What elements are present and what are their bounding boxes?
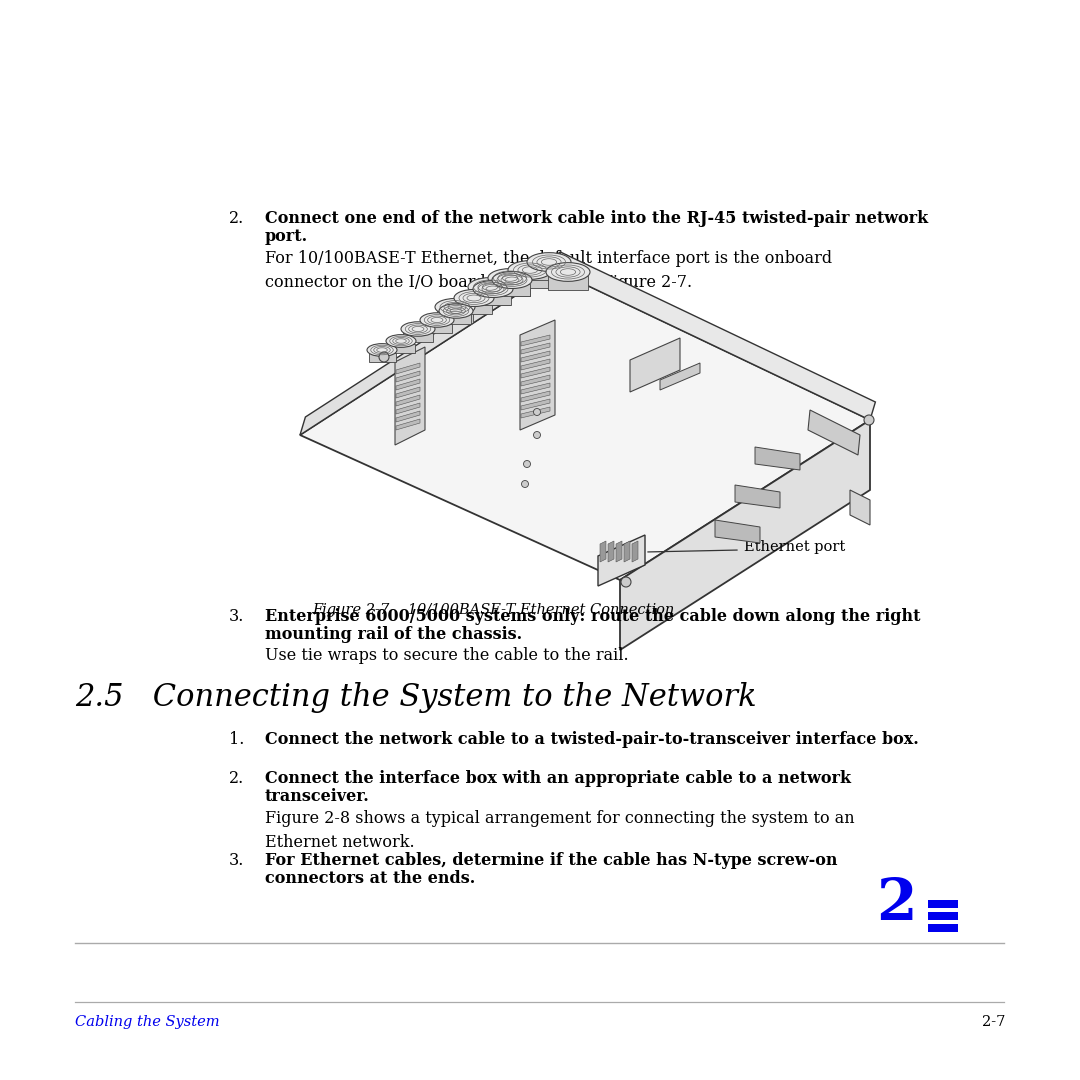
Text: 3.: 3. bbox=[229, 852, 244, 869]
Polygon shape bbox=[475, 293, 511, 305]
Circle shape bbox=[534, 408, 540, 416]
Text: transceiver.: transceiver. bbox=[265, 788, 369, 805]
Text: Connect the interface box with an appropriate cable to a network: Connect the interface box with an approp… bbox=[265, 770, 851, 787]
Ellipse shape bbox=[527, 253, 571, 271]
Polygon shape bbox=[437, 311, 473, 323]
Polygon shape bbox=[441, 314, 471, 324]
Ellipse shape bbox=[468, 278, 512, 296]
Polygon shape bbox=[521, 383, 550, 394]
Text: port.: port. bbox=[265, 228, 308, 245]
Polygon shape bbox=[396, 419, 420, 430]
Polygon shape bbox=[808, 410, 860, 455]
Ellipse shape bbox=[473, 281, 513, 297]
Text: Cabling the System: Cabling the System bbox=[75, 1015, 219, 1029]
Polygon shape bbox=[521, 407, 550, 418]
Polygon shape bbox=[300, 252, 561, 435]
Ellipse shape bbox=[488, 269, 532, 287]
Polygon shape bbox=[620, 420, 870, 650]
Circle shape bbox=[534, 432, 540, 438]
Text: 3.: 3. bbox=[229, 608, 244, 625]
Polygon shape bbox=[616, 541, 622, 562]
Polygon shape bbox=[529, 266, 569, 280]
Polygon shape bbox=[521, 391, 550, 402]
Polygon shape bbox=[396, 395, 420, 406]
Text: Ethernet port: Ethernet port bbox=[744, 540, 846, 554]
Polygon shape bbox=[521, 367, 550, 378]
Ellipse shape bbox=[454, 289, 494, 307]
Polygon shape bbox=[755, 447, 800, 470]
Bar bbox=[928, 900, 958, 908]
Polygon shape bbox=[630, 338, 680, 392]
Bar bbox=[928, 912, 958, 920]
Text: 2: 2 bbox=[876, 876, 917, 932]
Polygon shape bbox=[608, 541, 615, 562]
Polygon shape bbox=[632, 541, 638, 562]
Polygon shape bbox=[660, 363, 700, 390]
Polygon shape bbox=[521, 343, 550, 354]
Polygon shape bbox=[396, 379, 420, 390]
Polygon shape bbox=[396, 363, 420, 374]
Text: Use tie wraps to secure the cable to the rail.: Use tie wraps to secure the cable to the… bbox=[265, 647, 629, 664]
Circle shape bbox=[522, 481, 528, 487]
Text: Figure 2-8 shows a typical arrangement for connecting the system to an
Ethernet : Figure 2-8 shows a typical arrangement f… bbox=[265, 810, 854, 851]
Ellipse shape bbox=[546, 262, 590, 282]
Bar bbox=[928, 924, 958, 932]
Text: 2.5   Connecting the System to the Network: 2.5 Connecting the System to the Network bbox=[75, 681, 757, 713]
Polygon shape bbox=[549, 276, 588, 291]
Polygon shape bbox=[421, 323, 453, 333]
Polygon shape bbox=[470, 292, 510, 306]
Text: Connect one end of the network cable into the RJ-45 twisted-pair network: Connect one end of the network cable int… bbox=[265, 210, 928, 227]
Text: 1.: 1. bbox=[229, 731, 244, 748]
Polygon shape bbox=[396, 387, 420, 399]
Polygon shape bbox=[396, 411, 420, 422]
Text: Figure 2-7    10/100BASE-T Ethernet Connection: Figure 2-7 10/100BASE-T Ethernet Connect… bbox=[312, 603, 674, 617]
Polygon shape bbox=[395, 347, 426, 445]
Polygon shape bbox=[490, 282, 530, 296]
Circle shape bbox=[524, 460, 530, 468]
Polygon shape bbox=[494, 284, 530, 296]
Polygon shape bbox=[521, 375, 550, 386]
Ellipse shape bbox=[508, 260, 552, 280]
Text: Enterprise 6000/5000 systems only: route the cable down along the right: Enterprise 6000/5000 systems only: route… bbox=[265, 608, 920, 625]
Polygon shape bbox=[396, 403, 420, 414]
Polygon shape bbox=[555, 252, 876, 420]
Text: For Ethernet cables, determine if the cable has N-type screw-on: For Ethernet cables, determine if the ca… bbox=[265, 852, 837, 869]
Polygon shape bbox=[850, 490, 870, 525]
Ellipse shape bbox=[386, 335, 416, 348]
Polygon shape bbox=[519, 320, 555, 430]
Polygon shape bbox=[403, 332, 433, 342]
Polygon shape bbox=[521, 359, 550, 370]
Text: connectors at the ends.: connectors at the ends. bbox=[265, 870, 475, 887]
Circle shape bbox=[379, 352, 389, 362]
Polygon shape bbox=[521, 351, 550, 362]
Polygon shape bbox=[715, 519, 760, 543]
Ellipse shape bbox=[492, 271, 532, 288]
Ellipse shape bbox=[438, 303, 473, 319]
Polygon shape bbox=[396, 372, 420, 382]
Text: Connect the network cable to a twisted-pair-to-transceiver interface box.: Connect the network cable to a twisted-p… bbox=[265, 731, 919, 748]
Text: mounting rail of the chassis.: mounting rail of the chassis. bbox=[265, 626, 522, 643]
Text: 2.: 2. bbox=[229, 770, 244, 787]
Polygon shape bbox=[300, 270, 870, 580]
Circle shape bbox=[621, 577, 631, 588]
Polygon shape bbox=[598, 535, 645, 586]
Text: 2.: 2. bbox=[229, 210, 244, 227]
Polygon shape bbox=[521, 399, 550, 410]
Ellipse shape bbox=[420, 313, 454, 327]
Ellipse shape bbox=[401, 322, 435, 336]
Ellipse shape bbox=[435, 298, 475, 315]
Polygon shape bbox=[368, 353, 395, 362]
Polygon shape bbox=[388, 343, 415, 353]
Polygon shape bbox=[521, 335, 550, 346]
Polygon shape bbox=[510, 274, 550, 288]
Polygon shape bbox=[624, 541, 630, 562]
Polygon shape bbox=[735, 485, 780, 508]
Text: 2-7: 2-7 bbox=[982, 1015, 1005, 1029]
Text: For 10/100BASE-T Ethernet, the default interface port is the onboard
connector o: For 10/100BASE-T Ethernet, the default i… bbox=[265, 249, 832, 292]
Polygon shape bbox=[600, 541, 606, 562]
Circle shape bbox=[864, 415, 874, 426]
Ellipse shape bbox=[367, 343, 397, 356]
Polygon shape bbox=[456, 301, 492, 313]
